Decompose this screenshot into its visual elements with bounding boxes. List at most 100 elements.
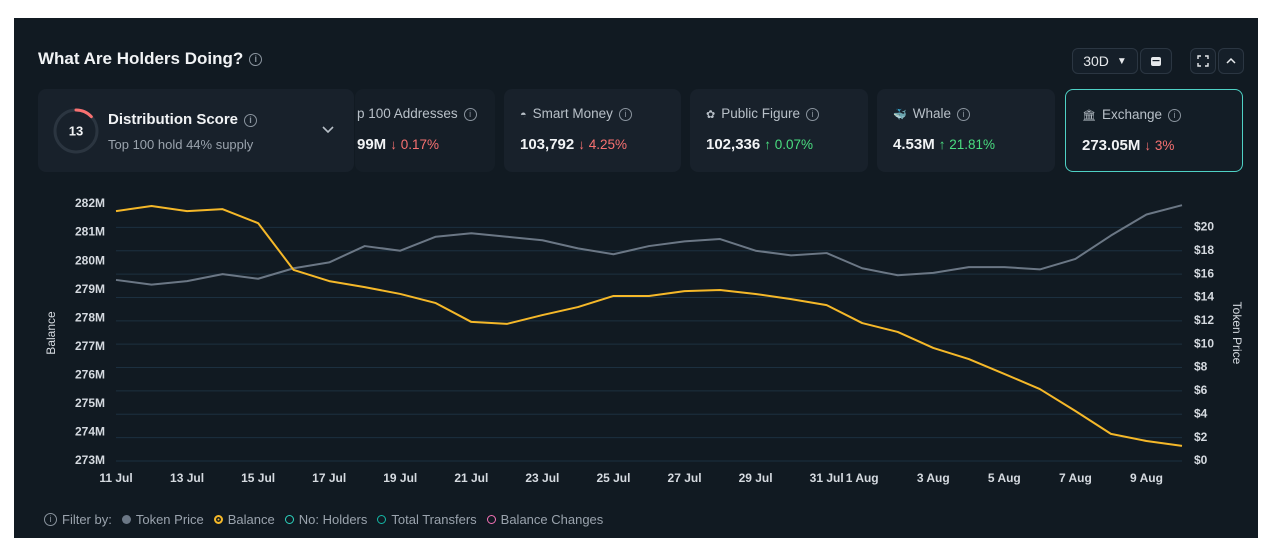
- legend-swatch: [121, 515, 131, 524]
- info-icon: i: [1168, 108, 1182, 122]
- fullscreen-button[interactable]: [1190, 48, 1216, 74]
- filter-item[interactable]: Total Transfers: [377, 512, 477, 527]
- change-text: 0.17%: [400, 137, 439, 152]
- x-tick-label: 27 Jul: [668, 471, 702, 485]
- legend-text: Token Price: [135, 512, 204, 527]
- card-label: 🏛 Exchange i: [1082, 107, 1182, 122]
- y-tick-label: 278M: [75, 310, 105, 324]
- card-value: 102,336 ↑ 0.07%: [706, 136, 813, 153]
- change-arrow: ↓: [578, 137, 589, 152]
- x-tick-label: 19 Jul: [383, 471, 417, 485]
- card-label-text: Public Figure: [721, 106, 801, 121]
- filter-item[interactable]: Balance Changes: [486, 512, 604, 527]
- y2-tick-label: $18: [1194, 243, 1214, 257]
- card-value: 99M ↓ 0.17%: [357, 136, 439, 153]
- metric-card[interactable]: 🐳 Whale i 4.53M ↑ 21.81%: [877, 89, 1055, 172]
- x-tick-label: 7 Aug: [1059, 471, 1092, 485]
- legend-item[interactable]: Token Price: [121, 512, 204, 527]
- info-icon: i: [44, 513, 57, 526]
- filter-item[interactable]: No: Holders: [284, 512, 368, 527]
- card-change: ↓ 0.17%: [390, 137, 439, 152]
- change-arrow: ↑: [938, 137, 950, 152]
- caret: ▼: [1116, 55, 1127, 67]
- filter-swatch: [377, 515, 387, 524]
- calendar-icon: [1151, 57, 1161, 66]
- card-icon: ◓: [520, 109, 527, 121]
- fullscreen-icon: [1197, 55, 1209, 67]
- filter-label: Filter by:: [62, 512, 112, 527]
- info-icon: i: [463, 107, 477, 121]
- card-label-text: Exchange: [1101, 107, 1163, 122]
- filter-text: Balance Changes: [500, 512, 604, 527]
- x-tick-label: 15 Jul: [241, 471, 275, 485]
- card-value-text: 99M: [357, 136, 387, 153]
- card-label: 🐳 Whale i: [893, 106, 970, 121]
- x-tick-label: 9 Aug: [1130, 471, 1163, 485]
- card-value-text: 103,792: [520, 136, 575, 153]
- card-label-text: Smart Money: [532, 106, 613, 121]
- card-label-text: p 100 Addresses: [357, 106, 458, 121]
- y-tick-label: 277M: [75, 339, 105, 353]
- card-icon: 🏛: [1082, 110, 1096, 122]
- info-icon[interactable]: i: [244, 113, 258, 127]
- x-tick-label: 3 Aug: [917, 471, 950, 485]
- y-tick-label: 282M: [75, 196, 105, 210]
- title-text: What Are Holders Doing?: [38, 49, 244, 68]
- y-axis-label: Balance: [44, 311, 58, 355]
- filter-text: No: Holders: [298, 512, 368, 527]
- card-label: ◓ Smart Money i: [520, 106, 632, 121]
- y2-tick-label: $4: [1194, 406, 1208, 420]
- metric-card[interactable]: ✿ Public Figure i 102,336 ↑ 0.07%: [690, 89, 868, 172]
- card-value: 4.53M ↑ 21.81%: [893, 136, 995, 153]
- distribution-title: Distribution Score i: [108, 111, 258, 128]
- card-change: ↑ 21.81%: [939, 137, 995, 152]
- y-tick-label: 280M: [75, 253, 105, 267]
- calendar-button[interactable]: [1140, 48, 1172, 74]
- filter-swatch: [486, 515, 496, 524]
- card-value-text: 4.53M: [893, 136, 935, 153]
- metric-card[interactable]: p 100 Addresses i 99M ↓ 0.17%: [355, 89, 495, 172]
- y2-tick-label: $8: [1194, 360, 1208, 374]
- x-tick-label: 25 Jul: [596, 471, 630, 485]
- y-tick-label: 279M: [75, 282, 105, 296]
- info-icon: i: [618, 107, 632, 121]
- chevron[interactable]: [322, 125, 334, 135]
- metric-card[interactable]: 🏛 Exchange i 273.05M ↓ 3%: [1065, 89, 1243, 172]
- card-value: 103,792 ↓ 4.25%: [520, 136, 627, 153]
- score-gauge: 13: [53, 108, 99, 154]
- score-value: 13: [69, 123, 83, 138]
- y2-tick-label: $0: [1194, 453, 1208, 467]
- y2-axis-label: Token Price: [1230, 302, 1244, 365]
- info-icon: i: [956, 107, 970, 121]
- period-dropdown[interactable]: 30D ▼: [1072, 48, 1138, 74]
- y2-tick-label: $6: [1194, 383, 1208, 397]
- legend-item[interactable]: Balance: [213, 512, 275, 527]
- x-tick-label: 1 Aug: [846, 471, 879, 485]
- panel: $0 $2 $4 $6 $8 $10 $12 $14 $16 $18 $20 273M 274M 275M…: [14, 18, 1258, 538]
- distribution-card[interactable]: 13 Distribution Score i Top 100 hold 44% …: [38, 89, 354, 172]
- x-tick-label: 17 Jul: [312, 471, 346, 485]
- y-tick-label: 276M: [75, 368, 105, 382]
- legend-swatch: [213, 515, 223, 524]
- info-icon[interactable]: i: [249, 53, 263, 67]
- y-tick-label: 275M: [75, 396, 105, 410]
- card-label: p 100 Addresses i: [357, 106, 477, 121]
- collapse-button[interactable]: [1218, 48, 1244, 74]
- y2-tick-label: $14: [1194, 290, 1214, 304]
- card-value: 273.05M ↓ 3%: [1082, 137, 1174, 154]
- change-text: 4.25%: [588, 137, 628, 152]
- series-line: [115, 204, 1183, 447]
- panel-title: What Are Holders Doing? i: [38, 49, 263, 69]
- legend: i Filter by: Token Price Balance No: Holders…: [44, 512, 603, 527]
- y2-tick-label: $10: [1194, 336, 1214, 350]
- card-label: ✿ Public Figure i: [706, 106, 820, 121]
- change-text: 0.07%: [774, 137, 814, 152]
- metric-card[interactable]: ◓ Smart Money i 103,792 ↓ 4.25%: [504, 89, 681, 172]
- gauge-arc: [74, 108, 93, 119]
- y-tick-label: 273M: [75, 453, 105, 467]
- change-text: 21.81%: [949, 137, 996, 152]
- y2-tick-label: $12: [1194, 313, 1214, 327]
- x-tick-label: 5 Aug: [988, 471, 1021, 485]
- card-value-text: 273.05M: [1082, 137, 1141, 154]
